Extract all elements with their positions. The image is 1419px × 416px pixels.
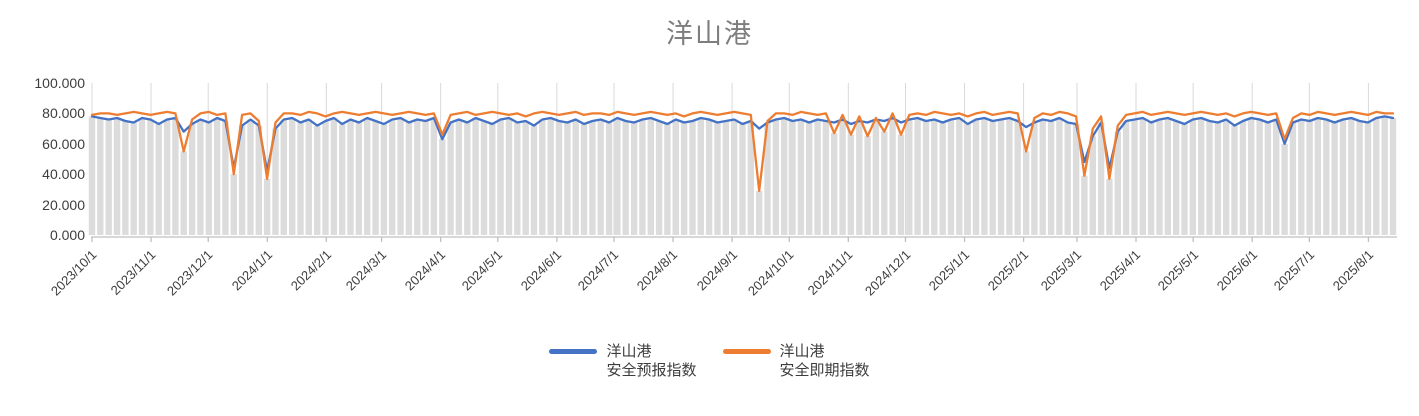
legend-label-forecast: 洋山港 安全预报指数: [606, 343, 697, 379]
x-axis: [91, 236, 1397, 242]
chart-title: 洋山港: [666, 19, 753, 49]
y-axis-label: 20.000: [42, 196, 85, 213]
legend-item-forecast-index[interactable]: 洋山港 安全预报指数: [549, 342, 697, 380]
legend-label-spot: 洋山港 安全即期指数: [779, 343, 870, 379]
y-axis-label: 0.000: [49, 227, 85, 243]
y-axis-label: 40.000: [42, 166, 85, 183]
series-line-spot: [90, 110, 1395, 193]
legend-item-spot-index[interactable]: 洋山港 安全即期指数: [722, 342, 870, 380]
y-axis-label: 80.000: [42, 105, 85, 122]
y-axis-label: 100.000: [34, 75, 85, 91]
legend: 洋山港 安全预报指数 洋山港 安全即期指数: [0, 342, 1419, 380]
blue-line-swatch-icon: [549, 349, 598, 354]
orange-line-swatch-icon: [722, 349, 771, 354]
drop-bars: [88, 116, 1397, 235]
series-line-forecast: [90, 115, 1395, 173]
y-axis-label: 60.000: [42, 135, 85, 152]
